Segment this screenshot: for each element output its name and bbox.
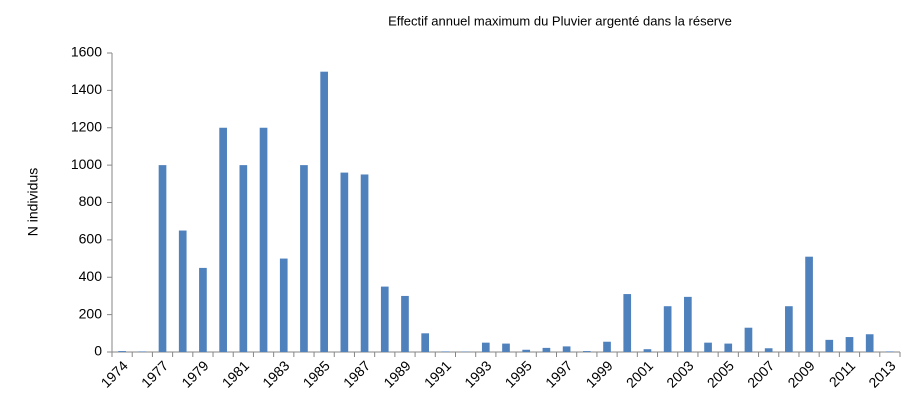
x-tick-label: 1999 xyxy=(582,357,615,390)
bar xyxy=(825,339,834,352)
bar xyxy=(158,165,167,352)
bar xyxy=(623,294,632,352)
bar xyxy=(865,334,874,352)
bar xyxy=(502,343,510,352)
chart-title: Effectif annuel maximum du Pluvier argen… xyxy=(388,13,732,28)
bar xyxy=(178,230,187,352)
bar xyxy=(785,306,793,352)
bar xyxy=(542,347,551,352)
x-tick-label: 2001 xyxy=(623,357,656,390)
x-tick-label: 1993 xyxy=(461,357,494,390)
bar xyxy=(401,295,409,352)
bar xyxy=(138,351,147,352)
bar xyxy=(279,258,288,352)
x-tick-label: 2003 xyxy=(663,357,696,390)
bar xyxy=(340,172,349,352)
bar xyxy=(663,306,672,352)
y-tick-label: 1400 xyxy=(71,81,102,97)
bar xyxy=(704,342,712,352)
bar xyxy=(724,343,733,352)
x-tick-label: 1979 xyxy=(178,357,211,390)
bar xyxy=(380,286,389,352)
bar xyxy=(684,296,692,352)
x-tick-label: 2005 xyxy=(704,357,737,390)
bar xyxy=(118,351,126,352)
x-tick-label: 1981 xyxy=(219,357,252,390)
bar xyxy=(421,333,430,352)
x-tick-label: 2011 xyxy=(826,357,859,390)
x-tick-label: 1985 xyxy=(300,357,333,390)
x-tick-label: 1997 xyxy=(542,357,575,390)
y-axis-label: N individus xyxy=(25,168,41,236)
y-tick-label: 1000 xyxy=(71,156,102,172)
bar xyxy=(744,327,753,352)
bar xyxy=(441,351,450,352)
bar xyxy=(582,351,591,352)
bar xyxy=(764,348,773,352)
x-tick-label: 2009 xyxy=(784,357,817,390)
bar xyxy=(300,165,308,352)
bar xyxy=(845,337,854,352)
x-tick-label: 1974 xyxy=(97,357,130,390)
bar xyxy=(886,351,894,352)
bar xyxy=(239,165,248,352)
x-tick-label: 1991 xyxy=(421,357,454,390)
x-tick-label: 2013 xyxy=(865,357,898,390)
bar xyxy=(562,346,571,352)
bar xyxy=(643,349,652,352)
bar xyxy=(522,349,531,352)
y-tick-label: 800 xyxy=(79,193,103,209)
x-tick-label: 1989 xyxy=(380,357,413,390)
x-tick-label: 1977 xyxy=(138,357,171,390)
y-tick-label: 400 xyxy=(79,268,103,284)
bar xyxy=(259,127,268,352)
x-tick-label: 1983 xyxy=(259,357,292,390)
x-tick-label: 2007 xyxy=(744,357,777,390)
y-tick-label: 1200 xyxy=(71,118,102,134)
y-tick-label: 0 xyxy=(94,343,102,359)
x-tick-label: 1987 xyxy=(340,357,373,390)
bar xyxy=(219,127,227,352)
bar xyxy=(199,267,207,352)
bar xyxy=(805,256,813,352)
bar xyxy=(603,341,611,352)
bar xyxy=(320,71,328,352)
y-tick-label: 1600 xyxy=(71,44,102,60)
bar xyxy=(360,174,369,352)
bar xyxy=(481,342,490,352)
y-tick-label: 200 xyxy=(79,305,103,321)
y-tick-label: 600 xyxy=(79,231,103,247)
x-tick-label: 1995 xyxy=(502,357,535,390)
